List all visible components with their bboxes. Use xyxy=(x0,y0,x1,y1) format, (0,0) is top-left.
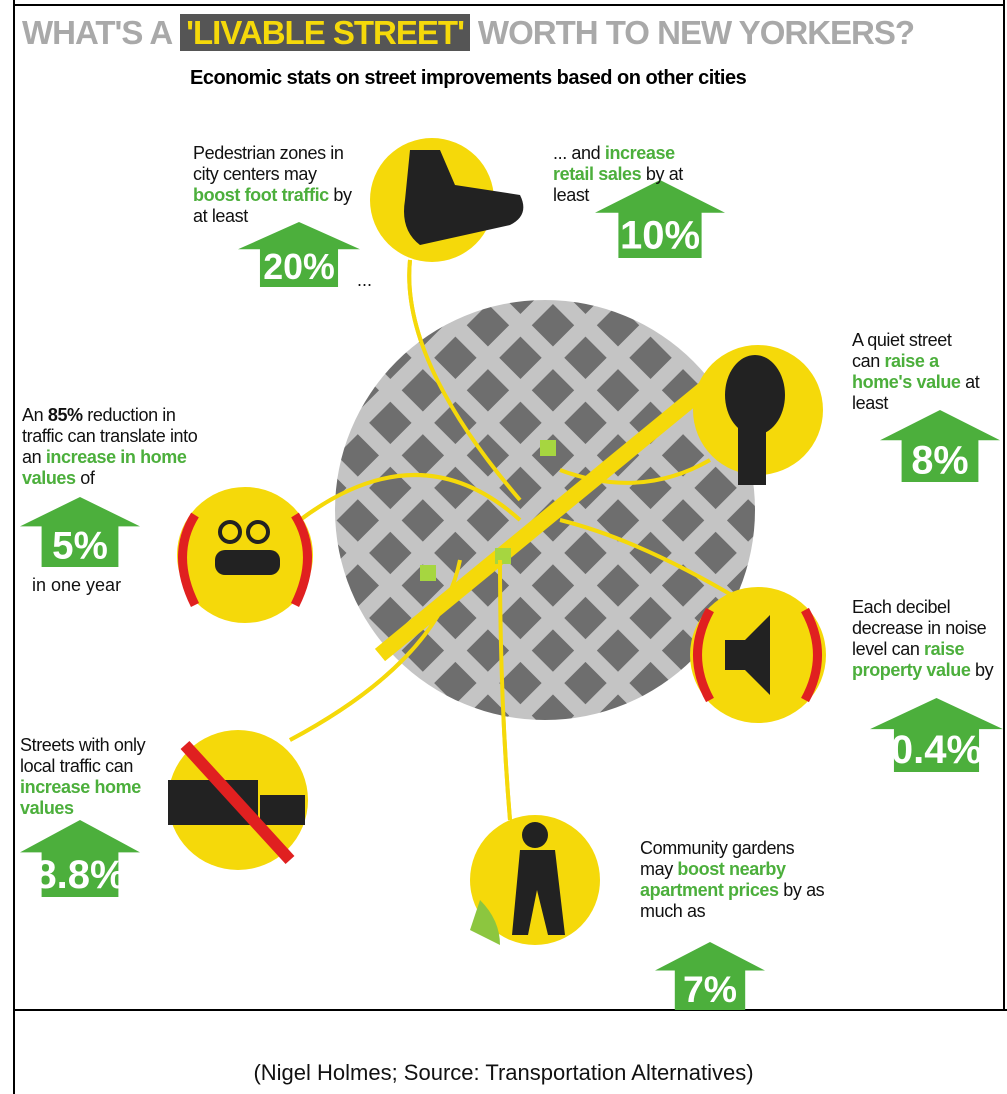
text-segment: A quiet street can xyxy=(852,330,952,371)
percent-value: 5% xyxy=(52,525,108,568)
percent-value: 10% xyxy=(620,214,700,258)
text-segment: increase in home values xyxy=(22,447,187,488)
item-text: Pedestrian zones in city centers may boo… xyxy=(193,143,363,227)
text-segment: by at least xyxy=(553,164,683,205)
text-segment: increase retail sales xyxy=(553,143,675,184)
percent-value: 0.4% xyxy=(891,728,982,772)
green-arrow xyxy=(870,698,1003,772)
green-arrow xyxy=(655,942,765,1010)
title-part: 'LIVABLE STREET' xyxy=(180,14,470,51)
percent-value: 20% xyxy=(263,247,335,287)
green-arrow xyxy=(20,497,140,567)
text-segment: Pedestrian zones in city centers may xyxy=(193,143,344,184)
percent-value: 8% xyxy=(911,438,968,482)
after-text: ... xyxy=(357,270,373,290)
text-segment: raise a home's value xyxy=(852,351,961,392)
subtitle: Economic stats on street improvements ba… xyxy=(190,67,747,89)
credit: (Nigel Holmes; Source: Transportation Al… xyxy=(253,1060,754,1085)
text-segment: of xyxy=(75,468,95,488)
title-part: WORTH TO NEW YORKERS? xyxy=(477,14,915,51)
text-segment: boost foot traffic xyxy=(193,185,329,205)
after-text: in one year xyxy=(32,575,122,595)
item-text: ... and increase retail sales by at leas… xyxy=(553,143,703,206)
item-text: Community gardens may boost nearby apart… xyxy=(640,838,830,922)
text-segment: raise property value xyxy=(852,639,971,680)
text-segment: by at least xyxy=(193,185,352,226)
percent-value: 8.8% xyxy=(34,853,125,897)
green-arrow xyxy=(880,410,1000,482)
title-part: WHAT'S A xyxy=(22,14,173,51)
text-segment: An xyxy=(22,405,48,425)
title: WHAT'S A 'LIVABLE STREET' WORTH TO NEW YOR… xyxy=(22,14,915,52)
text-segment: Community gardens may xyxy=(640,838,795,879)
text-segment: Each decibel decrease in noise level can xyxy=(852,597,987,659)
text-segment: boost nearby apartment prices xyxy=(640,859,786,900)
text-segment: reduction in traffic can translate into … xyxy=(22,405,198,467)
text-segment: ... and xyxy=(553,143,605,163)
text-segment: increase home values xyxy=(20,777,141,818)
text-segment: 85% xyxy=(47,405,83,425)
text-segment: Streets with only local traffic can xyxy=(20,735,146,776)
item-text: Each decibel decrease in noise level can… xyxy=(852,597,997,681)
percent-value: 7% xyxy=(683,968,737,1010)
green-arrow xyxy=(595,180,725,258)
item-text: A quiet street can raise a home's value … xyxy=(852,330,982,414)
text-segment: by xyxy=(970,660,994,680)
item-text: An 85% reduction in traffic can translat… xyxy=(22,405,217,489)
green-arrow xyxy=(20,820,140,897)
green-arrow xyxy=(238,222,360,287)
text-segment: by as much as xyxy=(640,880,825,921)
item-text: Streets with only local traffic can incr… xyxy=(20,735,170,819)
text-segment: at least xyxy=(852,372,980,413)
